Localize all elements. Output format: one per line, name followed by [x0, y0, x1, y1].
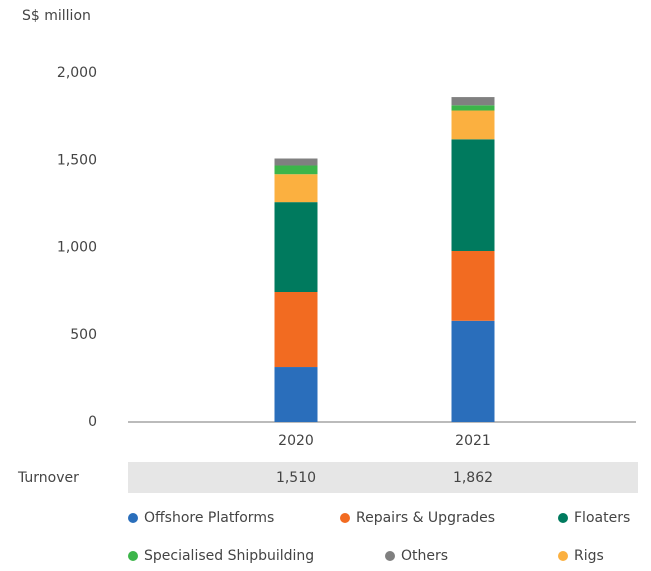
bar-segment: [451, 250, 495, 321]
x-tick-label: 2020: [278, 433, 314, 449]
y-tick-label: 2,000: [57, 65, 97, 81]
y-tick-label: 1,500: [57, 152, 97, 168]
legend-label: Rigs: [574, 548, 604, 564]
legend-marker: [128, 513, 138, 523]
turnover-band: [128, 462, 638, 493]
bar-segment: [274, 367, 318, 422]
legend-marker: [558, 551, 568, 561]
y-tick-label: 500: [70, 327, 97, 343]
y-axis-label: S$ million: [22, 8, 91, 24]
x-tick-label: 2021: [455, 433, 491, 449]
y-tick-label: 1,000: [57, 240, 97, 256]
legend-label: Repairs & Upgrades: [356, 510, 495, 526]
turnover-value: 1,862: [453, 470, 493, 486]
legend-marker: [558, 513, 568, 523]
bar-segment: [274, 174, 318, 203]
legend-marker: [385, 551, 395, 561]
bar-segment: [451, 110, 495, 140]
legend-label: Floaters: [574, 510, 630, 526]
bar-segment: [274, 202, 318, 292]
bar-segment: [451, 139, 495, 251]
bar-segment: [451, 97, 495, 106]
legend-label: Others: [401, 548, 448, 564]
y-tick-label: 0: [88, 414, 97, 430]
turnover-label: Turnover: [17, 470, 79, 486]
bar-segment: [274, 158, 318, 166]
legend-marker: [340, 513, 350, 523]
bar-segment: [274, 291, 318, 368]
bar-segment: [451, 320, 495, 422]
bar-segment: [451, 105, 495, 111]
legend-label: Offshore Platforms: [144, 510, 274, 526]
bar-segment: [274, 165, 318, 175]
turnover-value: 1,510: [276, 470, 316, 486]
legend-label: Specialised Shipbuilding: [144, 548, 314, 564]
legend-marker: [128, 551, 138, 561]
